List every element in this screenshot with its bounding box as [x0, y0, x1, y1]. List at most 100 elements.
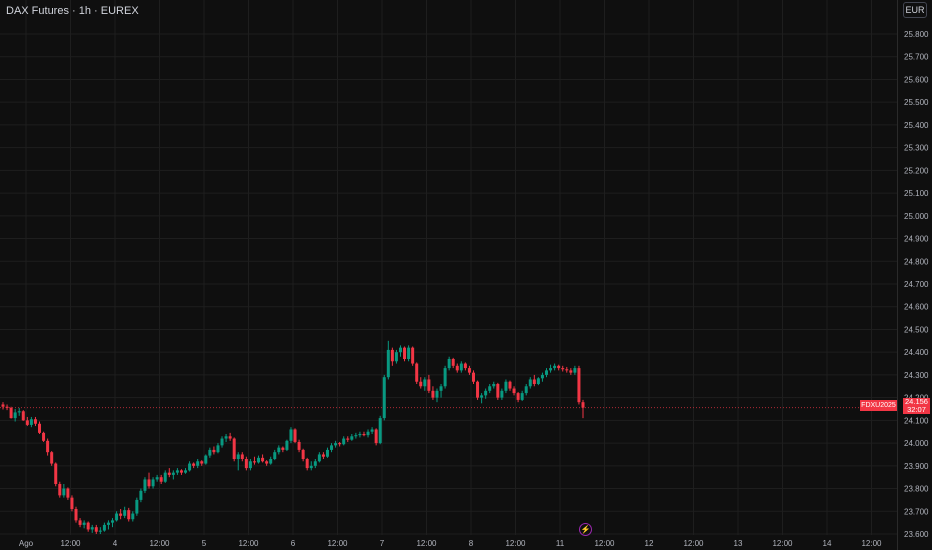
- x-tick-label: 12:00: [327, 539, 348, 548]
- candle-body: [200, 461, 204, 464]
- candle-body: [33, 419, 37, 424]
- candle-body: [127, 510, 131, 520]
- candle-body: [111, 520, 115, 523]
- candle-body: [212, 449, 216, 453]
- y-tick-label: 24.100: [904, 416, 929, 425]
- candle-body: [86, 522, 90, 530]
- candle-body: [577, 368, 581, 403]
- candle-body: [248, 461, 252, 469]
- candle-body: [435, 390, 439, 398]
- candle-body: [516, 393, 520, 400]
- candle-body: [106, 522, 110, 525]
- price-tag: 24.156 32:07: [903, 398, 930, 414]
- last-price-badge: FDXU2025 24.156 32:07: [860, 398, 930, 414]
- candle-body: [70, 497, 74, 509]
- candle-body: [159, 477, 163, 482]
- y-tick-label: 25.700: [904, 53, 929, 62]
- y-tick-label: 23.900: [904, 462, 929, 471]
- candle-body: [496, 384, 500, 398]
- candle-body: [313, 461, 317, 466]
- y-tick-label: 24.700: [904, 280, 929, 289]
- candle-body: [29, 419, 33, 425]
- candle-body: [184, 470, 188, 473]
- candle-body: [82, 522, 86, 525]
- candle-body: [13, 412, 17, 419]
- candle-body: [504, 381, 508, 391]
- candle-body: [179, 470, 183, 473]
- candle-body: [50, 452, 54, 464]
- candle-body: [532, 379, 536, 384]
- candle-body: [370, 429, 374, 432]
- candle-body: [240, 454, 244, 459]
- candle-body: [21, 411, 25, 421]
- candle-body: [455, 365, 459, 371]
- candle-body: [407, 347, 411, 359]
- x-tick-label: 13: [734, 539, 743, 548]
- candle-body: [289, 429, 293, 441]
- candle-body: [431, 390, 435, 398]
- candle-body: [325, 449, 329, 457]
- candle-body: [281, 447, 285, 450]
- candle-body: [143, 479, 147, 491]
- y-tick-label: 23.800: [904, 485, 929, 494]
- x-tick-label: 12: [645, 539, 654, 548]
- candle-body: [236, 454, 240, 459]
- candle-body: [188, 463, 192, 471]
- candle-body: [411, 347, 415, 364]
- x-tick-label: 11: [556, 539, 565, 548]
- x-tick-label: 12:00: [416, 539, 437, 548]
- candle-body: [394, 352, 398, 362]
- x-tick-label: 7: [380, 539, 385, 548]
- time-axis[interactable]: Ago 12:00 4 12:00 5 12:00 6 12:00 7 12:00 8 12:00 11…: [19, 539, 882, 548]
- candle-body: [403, 347, 407, 359]
- y-tick-label: 24.400: [904, 348, 929, 357]
- candle-body: [512, 388, 516, 394]
- candle-body: [520, 393, 524, 400]
- candle-body: [492, 384, 496, 387]
- candle-body: [536, 378, 540, 384]
- candle-body: [147, 479, 151, 487]
- candle-body: [317, 454, 321, 462]
- candle-body: [66, 488, 70, 498]
- candle-body: [58, 484, 62, 496]
- x-tick-label: 6: [291, 539, 296, 548]
- axis-divider: [897, 0, 898, 550]
- candle-body: [459, 363, 463, 371]
- candle-body: [131, 513, 135, 520]
- candle-body: [301, 449, 305, 459]
- candle-body: [390, 349, 394, 362]
- candle-body: [204, 455, 208, 464]
- y-tick-label: 24.500: [904, 325, 929, 334]
- currency-button[interactable]: EUR: [903, 2, 927, 18]
- candle-body: [581, 402, 585, 408]
- candle-body: [293, 429, 297, 442]
- candle-body: [366, 431, 370, 436]
- candle-body: [476, 381, 480, 398]
- candle-body: [216, 445, 220, 453]
- y-tick-label: 23.700: [904, 507, 929, 516]
- y-tick-label: 25.100: [904, 189, 929, 198]
- candle-body: [540, 374, 544, 379]
- candle-body: [151, 479, 155, 487]
- candle-body: [419, 381, 423, 387]
- candle-body: [305, 459, 309, 469]
- x-tick-label: 12:00: [60, 539, 81, 548]
- candle-body: [553, 365, 557, 369]
- price-axis[interactable]: 25.800 25.700 25.600 25.500 25.400 25.300 25.2…: [904, 30, 929, 539]
- flash-icon[interactable]: ⚡: [579, 523, 592, 536]
- candle-body: [220, 438, 224, 446]
- candle-body: [98, 530, 102, 532]
- candle-body: [488, 386, 492, 391]
- candle-body: [228, 436, 232, 439]
- candle-body: [334, 443, 338, 446]
- candle-body: [439, 386, 443, 391]
- candle-body: [561, 368, 565, 370]
- x-tick-label: 12:00: [238, 539, 259, 548]
- candle-body: [378, 418, 382, 444]
- candle-body: [471, 372, 475, 382]
- candle-body: [42, 432, 46, 441]
- x-tick-label: 12:00: [594, 539, 615, 548]
- candle-body: [382, 377, 386, 419]
- candle-body: [167, 472, 171, 475]
